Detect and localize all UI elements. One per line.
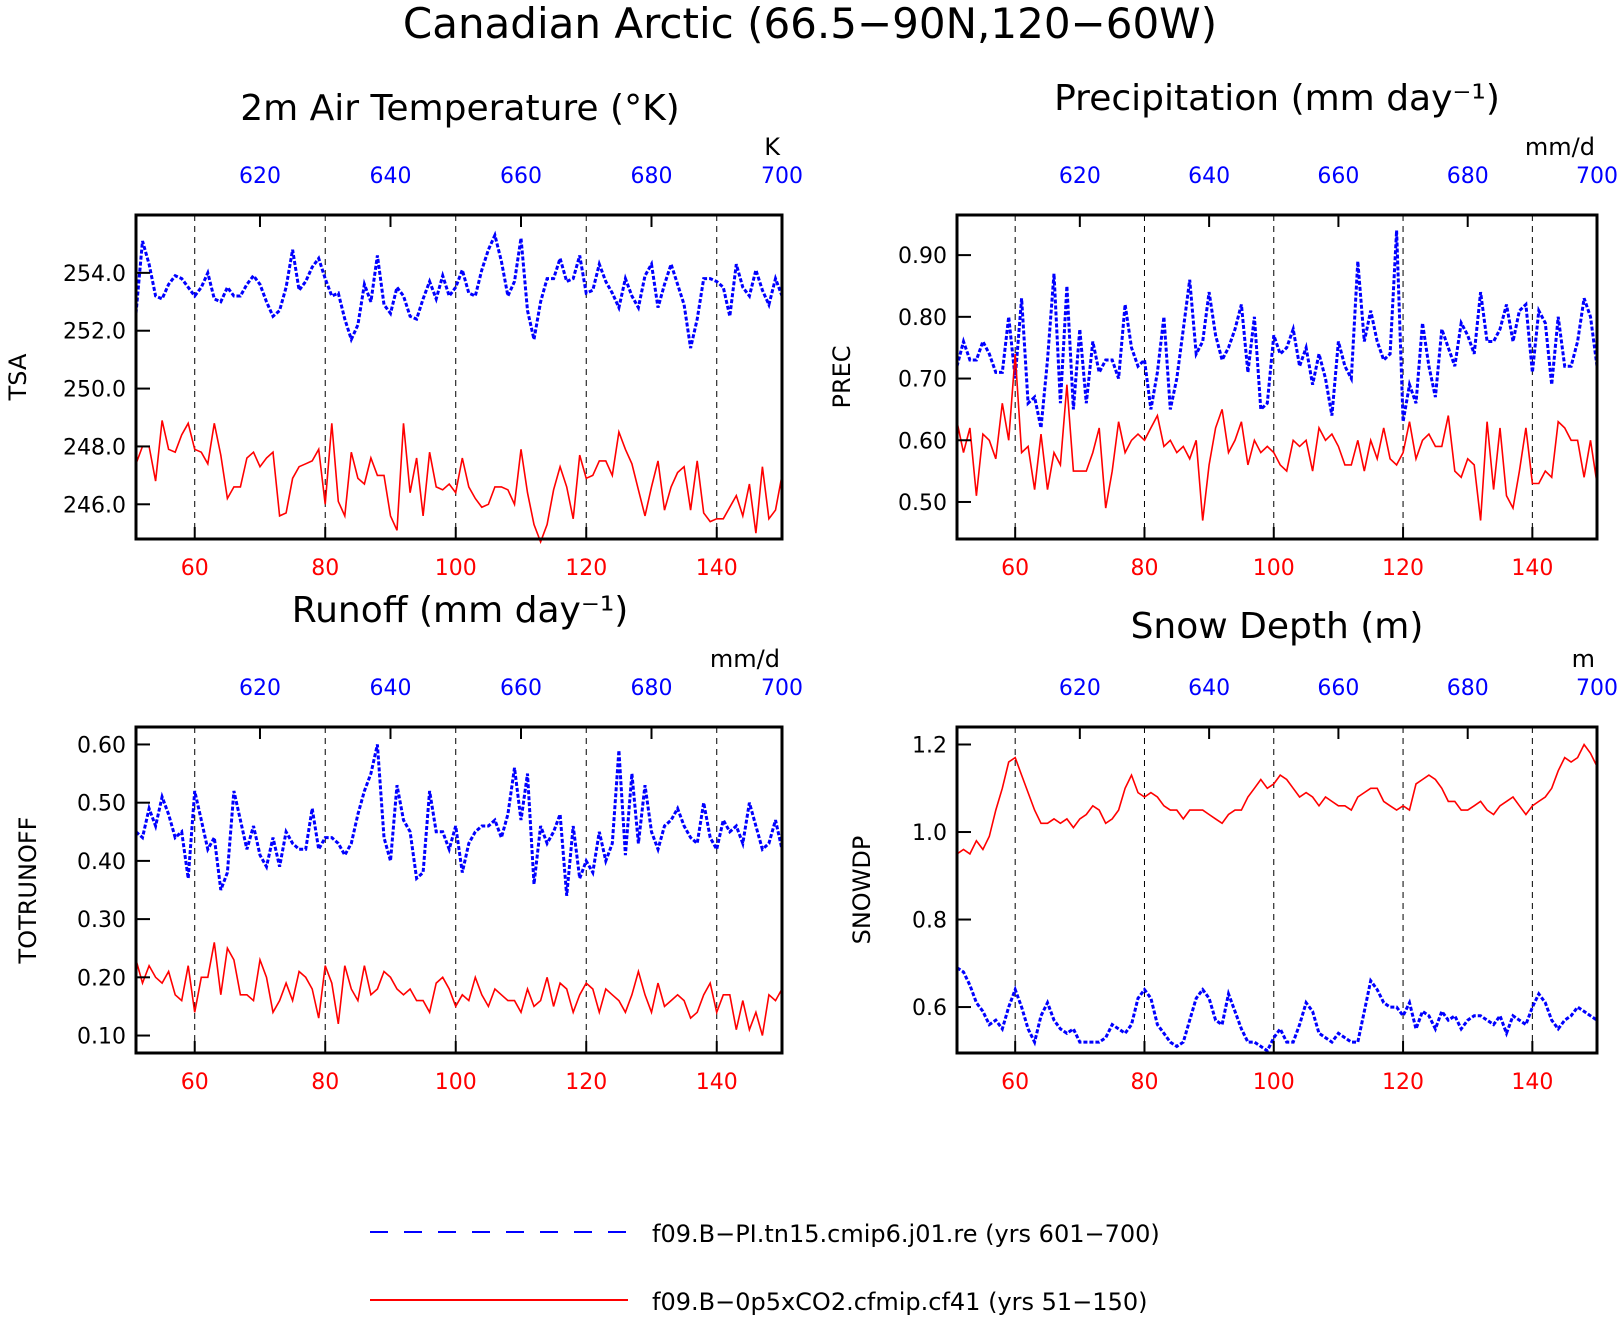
x-top-tick-label: 640 [369,676,411,701]
legend-red-label: f09.B−0p5xCO2.cfmip.cf41 (yrs 51−150) [652,1288,1147,1316]
y-tick-label: 0.80 [898,306,947,331]
y-tick-label: 250.0 [63,378,126,403]
series-line-red [956,742,1598,856]
x-bottom-tick-label: 120 [565,556,607,581]
x-top-tick-label: 640 [1188,676,1230,701]
x-bottom-tick-label: 140 [696,1070,738,1095]
legend-blue-label: f09.B−PI.tn15.cmip6.j01.re (yrs 601−700) [652,1220,1160,1248]
x-bottom-tick-label: 100 [1253,556,1295,581]
panel-3: Runoff (mm day⁻¹) mm/d TOTRUNOFF 0.10 0.20 0.… [14,590,803,1095]
y-axis-label: SNOWDP [848,836,876,945]
y-tick-label: 0.60 [77,733,126,758]
x-top-tick-label: 660 [1317,676,1359,701]
y-axis-label: TOTRUNOFF [14,817,42,965]
units-label: K [764,133,781,161]
x-top-tick-label: 620 [1059,164,1101,189]
x-bottom-tick-label: 100 [435,1070,477,1095]
x-bottom-tick-label: 60 [181,1070,209,1095]
panel-title: 2m Air Temperature (°K) [240,88,679,129]
x-top-tick-label: 680 [630,676,672,701]
y-tick-label: 0.70 [898,368,947,393]
plot-frame [955,725,1599,1055]
y-tick-label: 0.40 [77,850,126,875]
x-bottom-tick-label: 80 [1130,556,1158,581]
series-line-blue [955,230,1599,429]
units-label: m [1572,645,1595,673]
panel-title: Precipitation (mm day⁻¹) [1054,78,1500,119]
x-bottom-tick-label: 80 [311,556,339,581]
x-bottom-tick-label: 60 [181,556,209,581]
series-line-red [956,353,1598,521]
x-top-tick-label: 660 [500,164,542,189]
y-tick-label: 254.0 [63,262,126,287]
x-top-tick-label: 700 [761,164,803,189]
y-axis-label: TSA [4,353,32,401]
panel-4: Snow Depth (m) m SNOWDP 0.6 0.8 1.0 1.2 60 80 100… [848,606,1618,1095]
x-top-tick-label: 680 [630,164,672,189]
x-top-tick-label: 680 [1447,676,1489,701]
panel-2: Precipitation (mm day⁻¹) mm/d PREC 0.50 0.60… [828,78,1618,581]
panel-1: 2m Air Temperature (°K) K TSA 246.0 248.0 250… [4,88,803,581]
legend: f09.B−PI.tn15.cmip6.j01.re (yrs 601−700)… [370,1220,1160,1316]
plot-frame [134,213,784,541]
y-tick-label: 0.50 [898,491,947,516]
series-line-blue [135,744,784,896]
x-top-tick-label: 640 [369,164,411,189]
y-tick-label: 0.60 [898,429,947,454]
x-bottom-tick-label: 60 [1001,556,1029,581]
y-tick-label: 246.0 [63,493,126,518]
x-bottom-tick-label: 120 [1382,1070,1424,1095]
plot-frame [955,213,1599,541]
x-bottom-tick-label: 120 [1382,556,1424,581]
y-tick-label: 248.0 [63,435,126,460]
x-bottom-tick-label: 140 [1511,556,1553,581]
x-bottom-tick-label: 80 [311,1070,339,1095]
x-top-tick-label: 620 [239,676,281,701]
x-top-tick-label: 700 [1576,676,1618,701]
x-top-tick-label: 640 [1188,164,1230,189]
x-top-tick-label: 620 [1059,676,1101,701]
panel-title: Runoff (mm day⁻¹) [292,590,629,631]
x-bottom-tick-label: 80 [1130,1070,1158,1095]
y-tick-label: 0.10 [77,1025,126,1050]
series-line-red [135,420,783,545]
figure-title: Canadian Arctic (66.5−90N,120−60W) [403,0,1217,48]
units-label: mm/d [710,645,780,673]
series-line-blue [134,230,784,349]
x-bottom-tick-label: 120 [565,1070,607,1095]
y-tick-label: 0.6 [912,996,947,1021]
units-label: mm/d [1525,133,1595,161]
y-axis-label: PREC [828,345,856,408]
x-bottom-tick-label: 60 [1001,1070,1029,1095]
x-top-tick-label: 700 [761,676,803,701]
x-bottom-tick-label: 140 [696,556,738,581]
series-line-red [135,942,783,1036]
panel-title: Snow Depth (m) [1131,606,1424,647]
y-tick-label: 1.0 [912,821,947,846]
y-tick-label: 0.8 [912,909,947,934]
series-line-blue [956,966,1598,1054]
x-bottom-tick-label: 100 [1253,1070,1295,1095]
y-tick-label: 0.20 [77,966,126,991]
x-top-tick-label: 680 [1447,164,1489,189]
y-tick-label: 1.2 [912,734,947,759]
x-top-tick-label: 660 [1317,164,1359,189]
x-bottom-tick-label: 140 [1511,1070,1553,1095]
y-tick-label: 0.90 [898,244,947,269]
panels-group: 2m Air Temperature (°K) K TSA 246.0 248.0 250… [4,78,1618,1095]
x-bottom-tick-label: 100 [435,556,477,581]
x-top-tick-label: 700 [1576,164,1618,189]
x-top-tick-label: 620 [239,164,281,189]
y-tick-label: 0.30 [77,908,126,933]
y-tick-label: 0.50 [77,792,126,817]
y-tick-label: 252.0 [63,320,126,345]
plot-frame [134,725,784,1055]
x-top-tick-label: 660 [500,676,542,701]
